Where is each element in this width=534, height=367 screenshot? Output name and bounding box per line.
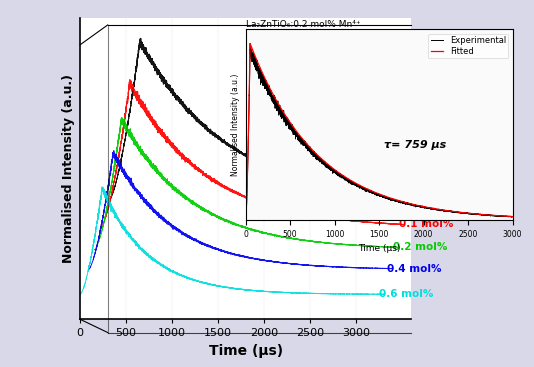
Experimental <box>242 218 249 222</box>
Fitted <box>357 183 363 188</box>
Fitted <box>436 207 443 212</box>
Text: 0.2 mol%: 0.2 mol% <box>393 242 447 252</box>
Experimental <box>488 213 494 217</box>
Fitted <box>242 218 249 222</box>
Experimental <box>436 208 443 212</box>
Experimental <box>509 214 516 219</box>
Fitted <box>509 214 516 219</box>
Text: 0.6 mol%: 0.6 mol% <box>379 289 434 299</box>
Experimental <box>247 41 254 46</box>
Fitted <box>488 213 494 217</box>
Experimental <box>370 190 376 195</box>
Experimental <box>355 185 361 189</box>
X-axis label: Time (μs): Time (μs) <box>209 344 282 358</box>
Text: 0.4 mol%: 0.4 mol% <box>387 264 442 273</box>
Experimental <box>357 185 363 189</box>
Fitted <box>501 214 508 218</box>
Text: 0.05 mol%: 0.05 mol% <box>406 191 468 201</box>
Line: Fitted: Fitted <box>246 44 513 220</box>
Y-axis label: Normalised Intensity (a.u.): Normalised Intensity (a.u.) <box>231 74 240 176</box>
Fitted <box>247 41 253 46</box>
Experimental <box>501 214 508 218</box>
Fitted <box>355 182 361 186</box>
Text: 0.1 mol%: 0.1 mol% <box>399 219 453 229</box>
X-axis label: Time (μs): Time (μs) <box>358 244 400 254</box>
Y-axis label: Normalised Intensity (a.u.): Normalised Intensity (a.u.) <box>61 75 75 263</box>
Line: Experimental: Experimental <box>246 44 513 220</box>
Text: τ= 759 μs: τ= 759 μs <box>384 140 447 150</box>
Fitted <box>370 189 376 193</box>
Legend: Experimental, Fitted: Experimental, Fitted <box>428 33 508 58</box>
Text: La₂ZnTiO₆:0.2 mol% Mn⁴⁺: La₂ZnTiO₆:0.2 mol% Mn⁴⁺ <box>246 19 360 29</box>
